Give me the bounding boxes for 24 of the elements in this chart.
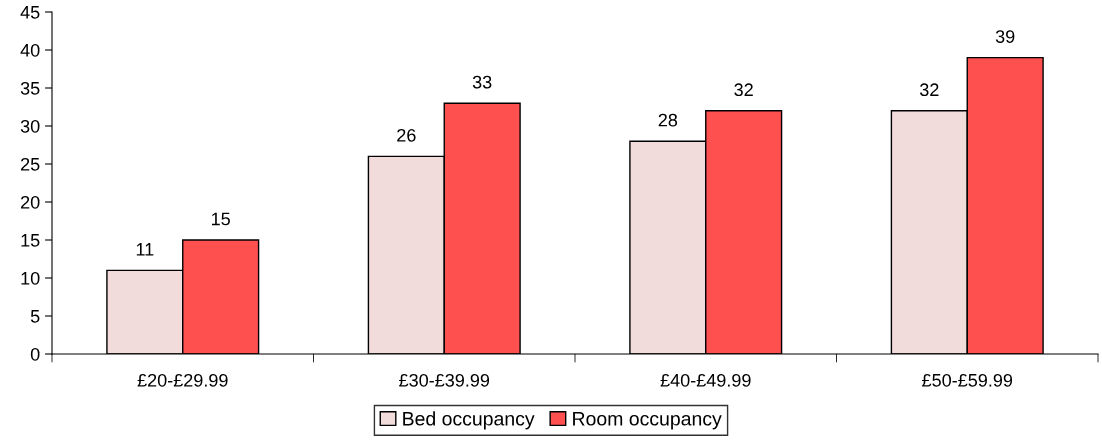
data-label: 33 [472,75,492,89]
data-label: 32 [734,83,753,97]
y-tick-label: 20 [21,195,40,209]
y-tick-label: 30 [20,119,40,133]
legend-label: Room occupancy [573,412,722,430]
data-label: 11 [136,243,154,256]
y-tick-label: 15 [21,234,40,247]
y-tick-label: 10 [21,271,40,285]
y-tick-label: 5 [30,310,40,323]
data-label: 39 [995,30,1015,43]
data-label: 32 [919,83,939,97]
legend-label: Bed occupancy [403,411,535,430]
y-tick-label: 25 [21,157,40,171]
y-tick-label: 45 [20,6,40,19]
data-label: 28 [658,113,678,127]
x-tick-label: £50-£59.99 [922,373,1013,387]
y-tick-label: 40 [20,43,40,57]
y-tick-label: 35 [20,81,40,95]
data-label: 26 [397,128,416,142]
x-tick-label: £30-£39.99 [399,373,490,387]
data-label: 15 [212,212,230,226]
x-tick-label: £40-£49.99 [660,373,751,387]
y-tick-label: 0 [30,347,40,361]
x-tick-label: £20-£29.99 [137,373,228,387]
